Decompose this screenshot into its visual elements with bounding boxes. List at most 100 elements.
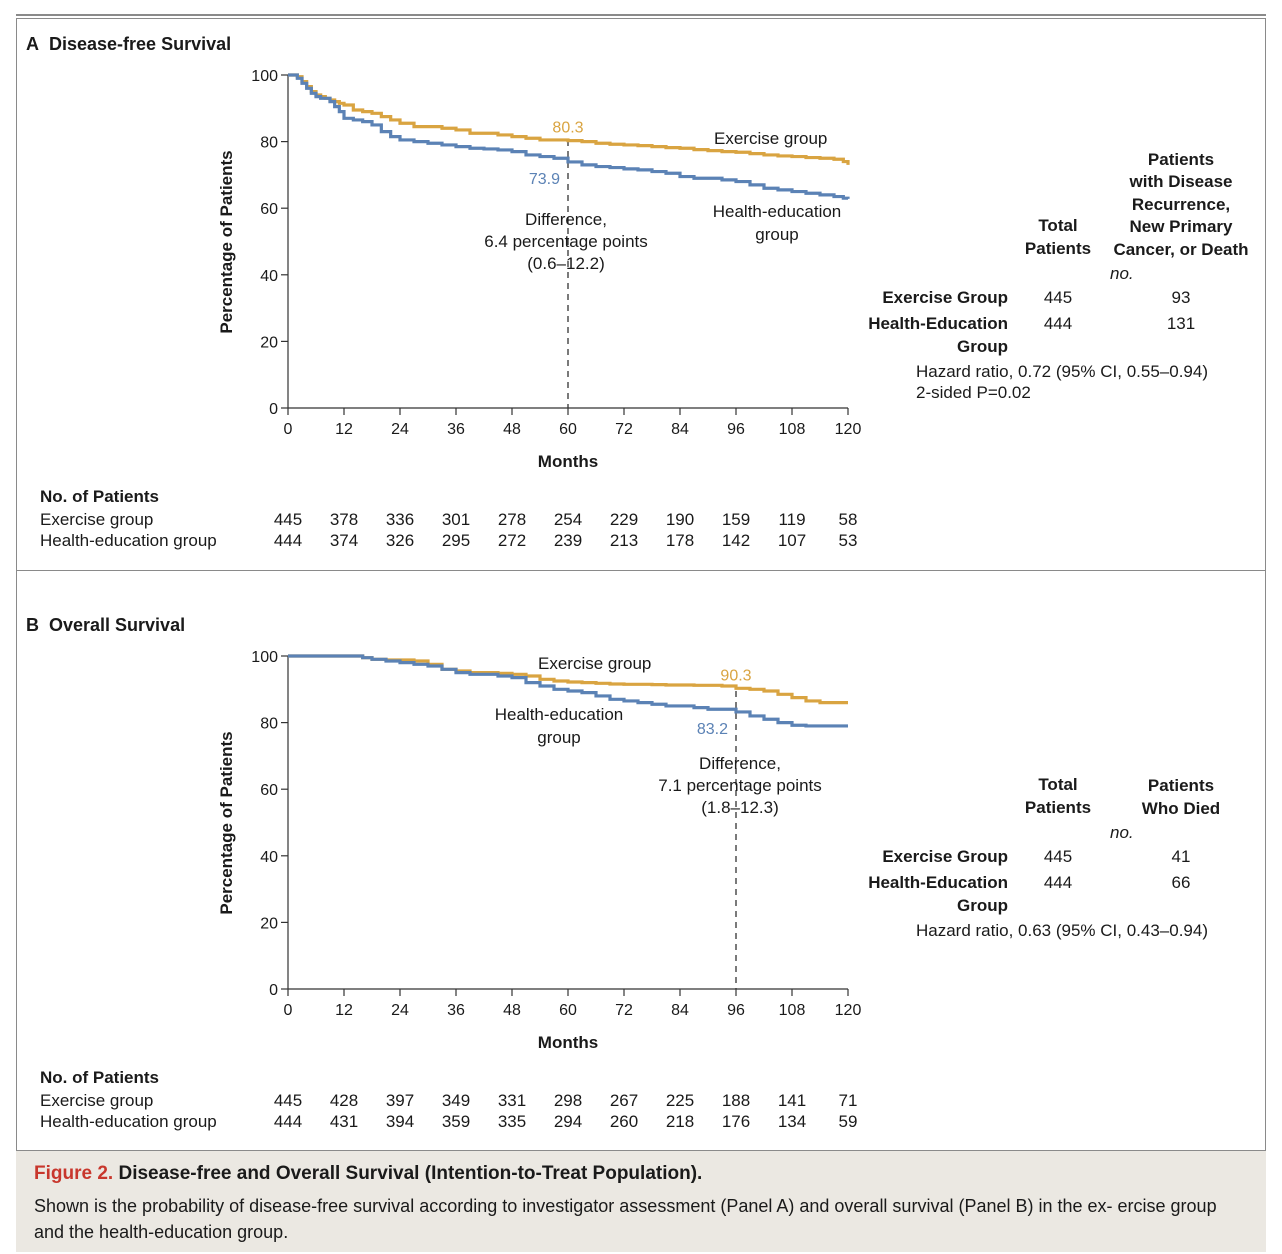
risk-table-cell: 134 <box>777 1112 807 1131</box>
risk-table-cell: 107 <box>777 531 807 550</box>
health-education-curve <box>288 73 850 200</box>
panel-title: B Overall Survival <box>26 615 185 636</box>
risk-table-cell: 141 <box>777 1091 807 1110</box>
risk-table-cell: 142 <box>721 531 751 550</box>
x-tick-label: 60 <box>559 421 577 438</box>
events-row-label: Health-Education <box>868 873 1008 892</box>
risk-table-cell: 178 <box>665 531 695 550</box>
risk-table-cell: 374 <box>329 531 359 550</box>
risk-table-cell: 378 <box>329 510 359 529</box>
events-value: 41 <box>1171 847 1191 866</box>
health-education-curve-label: Health-education <box>712 202 842 221</box>
risk-table-cell: 119 <box>778 510 806 529</box>
health-education-value-label: 83.2 <box>697 721 728 738</box>
risk-table-cell: 349 <box>441 1091 471 1110</box>
events-column-header: with Disease <box>1129 172 1233 191</box>
risk-table-cell: 428 <box>329 1091 359 1110</box>
events-row-label: Health-Education <box>868 314 1008 333</box>
risk-table-cell: 229 <box>609 510 639 529</box>
x-axis-label: Months <box>538 1033 598 1052</box>
x-tick-label: 48 <box>503 421 521 438</box>
x-tick-label: 24 <box>391 421 409 438</box>
events-column-header: Who Died <box>1141 798 1221 818</box>
figure-caption: Figure 2. Disease-free and Overall Survi… <box>16 1150 1266 1252</box>
risk-table-cell: 445 <box>273 1091 303 1110</box>
risk-table-cell: 53 <box>838 531 858 550</box>
risk-table-cell: 331 <box>497 1091 527 1110</box>
x-tick-label: 0 <box>284 421 293 438</box>
risk-table-cell: 59 <box>838 1112 858 1131</box>
x-tick-label: 84 <box>671 421 689 438</box>
events-row-label: Exercise Group <box>882 288 1008 307</box>
hazard-ratio-text: Hazard ratio, 0.63 (95% CI, 0.43–0.94) <box>916 921 1208 940</box>
risk-table-cell: 218 <box>665 1112 695 1131</box>
x-tick-label: 36 <box>447 1002 465 1019</box>
y-axis-label: Percentage of Patients <box>217 150 236 333</box>
risk-table-cell: 58 <box>838 510 858 529</box>
figure-top-rule <box>16 14 1266 16</box>
risk-table-row-label: Exercise group <box>40 1091 154 1110</box>
events-column-header: Patients <box>1147 149 1215 169</box>
total-patients-value: 445 <box>1043 847 1073 866</box>
risk-table-cell: 359 <box>441 1112 471 1131</box>
x-tick-label: 36 <box>447 421 465 438</box>
risk-table-cell: 260 <box>609 1112 639 1131</box>
x-tick-label: 12 <box>335 421 353 438</box>
risk-table-cell: 225 <box>665 1091 695 1110</box>
events-column-header: Patients <box>1147 776 1215 795</box>
risk-table-cell: 239 <box>553 531 583 550</box>
x-tick-label: 84 <box>671 1002 689 1019</box>
x-tick-label: 24 <box>391 1002 409 1019</box>
difference-text: Difference, <box>699 754 781 773</box>
events-column-header: Recurrence, <box>1131 194 1231 214</box>
total-column-header: Total <box>1038 216 1078 235</box>
risk-table-cell: 431 <box>329 1112 359 1131</box>
x-tick-label: 120 <box>835 1002 862 1019</box>
risk-table-cell: 326 <box>385 531 415 550</box>
y-tick-label: 100 <box>251 68 278 85</box>
panel-separator <box>16 570 1266 571</box>
total-column-header: Patients <box>1024 239 1092 258</box>
exercise-curve-label: Exercise group <box>538 654 652 673</box>
units-label: no. <box>1110 264 1134 283</box>
y-tick-label: 100 <box>251 649 278 666</box>
y-tick-label: 40 <box>260 849 278 866</box>
risk-table-row-label: Health-education group <box>40 531 217 550</box>
risk-table-row-label: Health-education group <box>40 1112 217 1131</box>
hazard-ratio-text: 2-sided P=0.02 <box>916 383 1031 402</box>
total-column-header: Patients <box>1024 798 1092 817</box>
y-tick-label: 60 <box>260 201 278 218</box>
y-tick-label: 80 <box>260 716 278 733</box>
y-tick-label: 40 <box>260 268 278 285</box>
difference-text: (1.8–12.3) <box>701 798 779 817</box>
x-tick-label: 60 <box>559 1002 577 1019</box>
events-value: 93 <box>1171 288 1191 307</box>
y-axis-label: Percentage of Patients <box>217 731 236 914</box>
risk-table-cell: 176 <box>721 1112 751 1131</box>
x-tick-label: 96 <box>727 421 745 438</box>
exercise-value-label: 90.3 <box>720 667 751 684</box>
risk-table-cell: 190 <box>665 510 695 529</box>
x-tick-label: 108 <box>779 421 806 438</box>
risk-table-cell: 71 <box>838 1091 858 1110</box>
difference-text: 7.1 percentage points <box>658 776 822 795</box>
x-tick-label: 12 <box>335 1002 353 1019</box>
risk-table-row-label: Exercise group <box>40 510 154 529</box>
health-education-curve-label: group <box>755 225 799 244</box>
units-label: no. <box>1110 823 1134 842</box>
risk-table-cell: 336 <box>385 510 415 529</box>
total-patients-value: 444 <box>1043 314 1073 333</box>
risk-table-cell: 213 <box>609 531 639 550</box>
risk-table-title: No. of Patients <box>40 487 160 506</box>
risk-table-cell: 397 <box>385 1091 415 1110</box>
events-row-label: Group <box>957 896 1008 915</box>
x-tick-label: 108 <box>779 1002 806 1019</box>
chart-title: Overall Survival <box>49 615 186 635</box>
x-axis-label: Months <box>538 452 598 471</box>
risk-table-title: No. of Patients <box>40 1068 160 1087</box>
figure-frame <box>16 18 1266 1252</box>
y-tick-label: 0 <box>269 401 278 418</box>
caption-title: Figure 2. Disease-free and Overall Survi… <box>34 1163 702 1185</box>
panel-letter: B <box>26 615 39 635</box>
